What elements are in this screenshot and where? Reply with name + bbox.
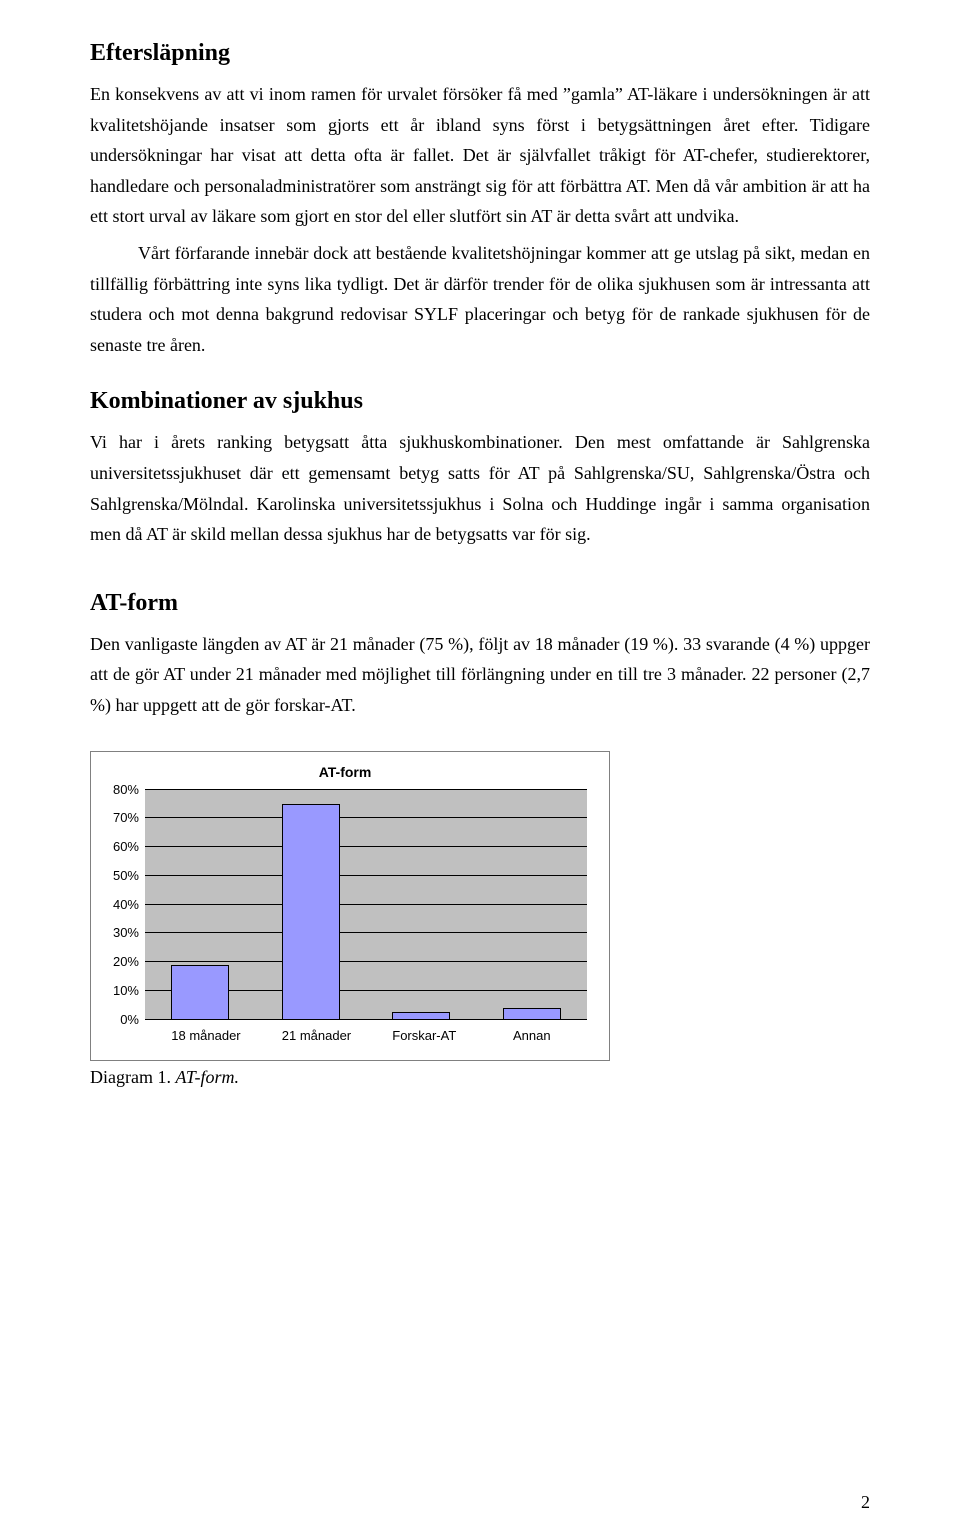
paragraph: En konsekvens av att vi inom ramen för u…: [90, 79, 870, 232]
x-axis: 18 månader 21 månader Forskar-AT Annan: [145, 1020, 587, 1043]
chart-plot: 80% 70% 60% 50% 40% 30% 20% 10% 0%: [103, 790, 587, 1020]
heading-kombinationer: Kombinationer av sjukhus: [90, 388, 870, 415]
y-axis: 80% 70% 60% 50% 40% 30% 20% 10% 0%: [103, 790, 145, 1020]
paragraph: Vi har i årets ranking betygsatt åtta sj…: [90, 427, 870, 549]
heading-atform: AT-form: [90, 590, 870, 617]
bar-chart: AT-form 80% 70% 60% 50% 40% 30% 20% 10% …: [90, 751, 610, 1061]
bar: [503, 1008, 561, 1020]
document-page: Eftersläpning En konsekvens av att vi in…: [0, 0, 960, 1537]
chart-title: AT-form: [103, 764, 587, 780]
chart-caption: Diagram 1. AT-form.: [90, 1067, 870, 1088]
bar: [282, 804, 340, 1020]
bar: [171, 965, 229, 1020]
x-tick: Annan: [503, 1028, 561, 1043]
bars-container: [145, 790, 587, 1020]
plot-area: [145, 790, 587, 1020]
page-number: 2: [861, 1492, 870, 1513]
heading-efterslapning: Eftersläpning: [90, 40, 870, 67]
x-tick: 21 månader: [282, 1028, 340, 1043]
caption-prefix: Diagram 1.: [90, 1067, 175, 1087]
bar: [392, 1012, 450, 1020]
paragraph: Vårt förfarande innebär dock att beståen…: [90, 238, 870, 360]
x-tick: 18 månader: [171, 1028, 229, 1043]
paragraph: Den vanligaste längden av AT är 21 månad…: [90, 629, 870, 721]
caption-italic: AT-form.: [175, 1067, 239, 1087]
x-tick: Forskar-AT: [392, 1028, 450, 1043]
